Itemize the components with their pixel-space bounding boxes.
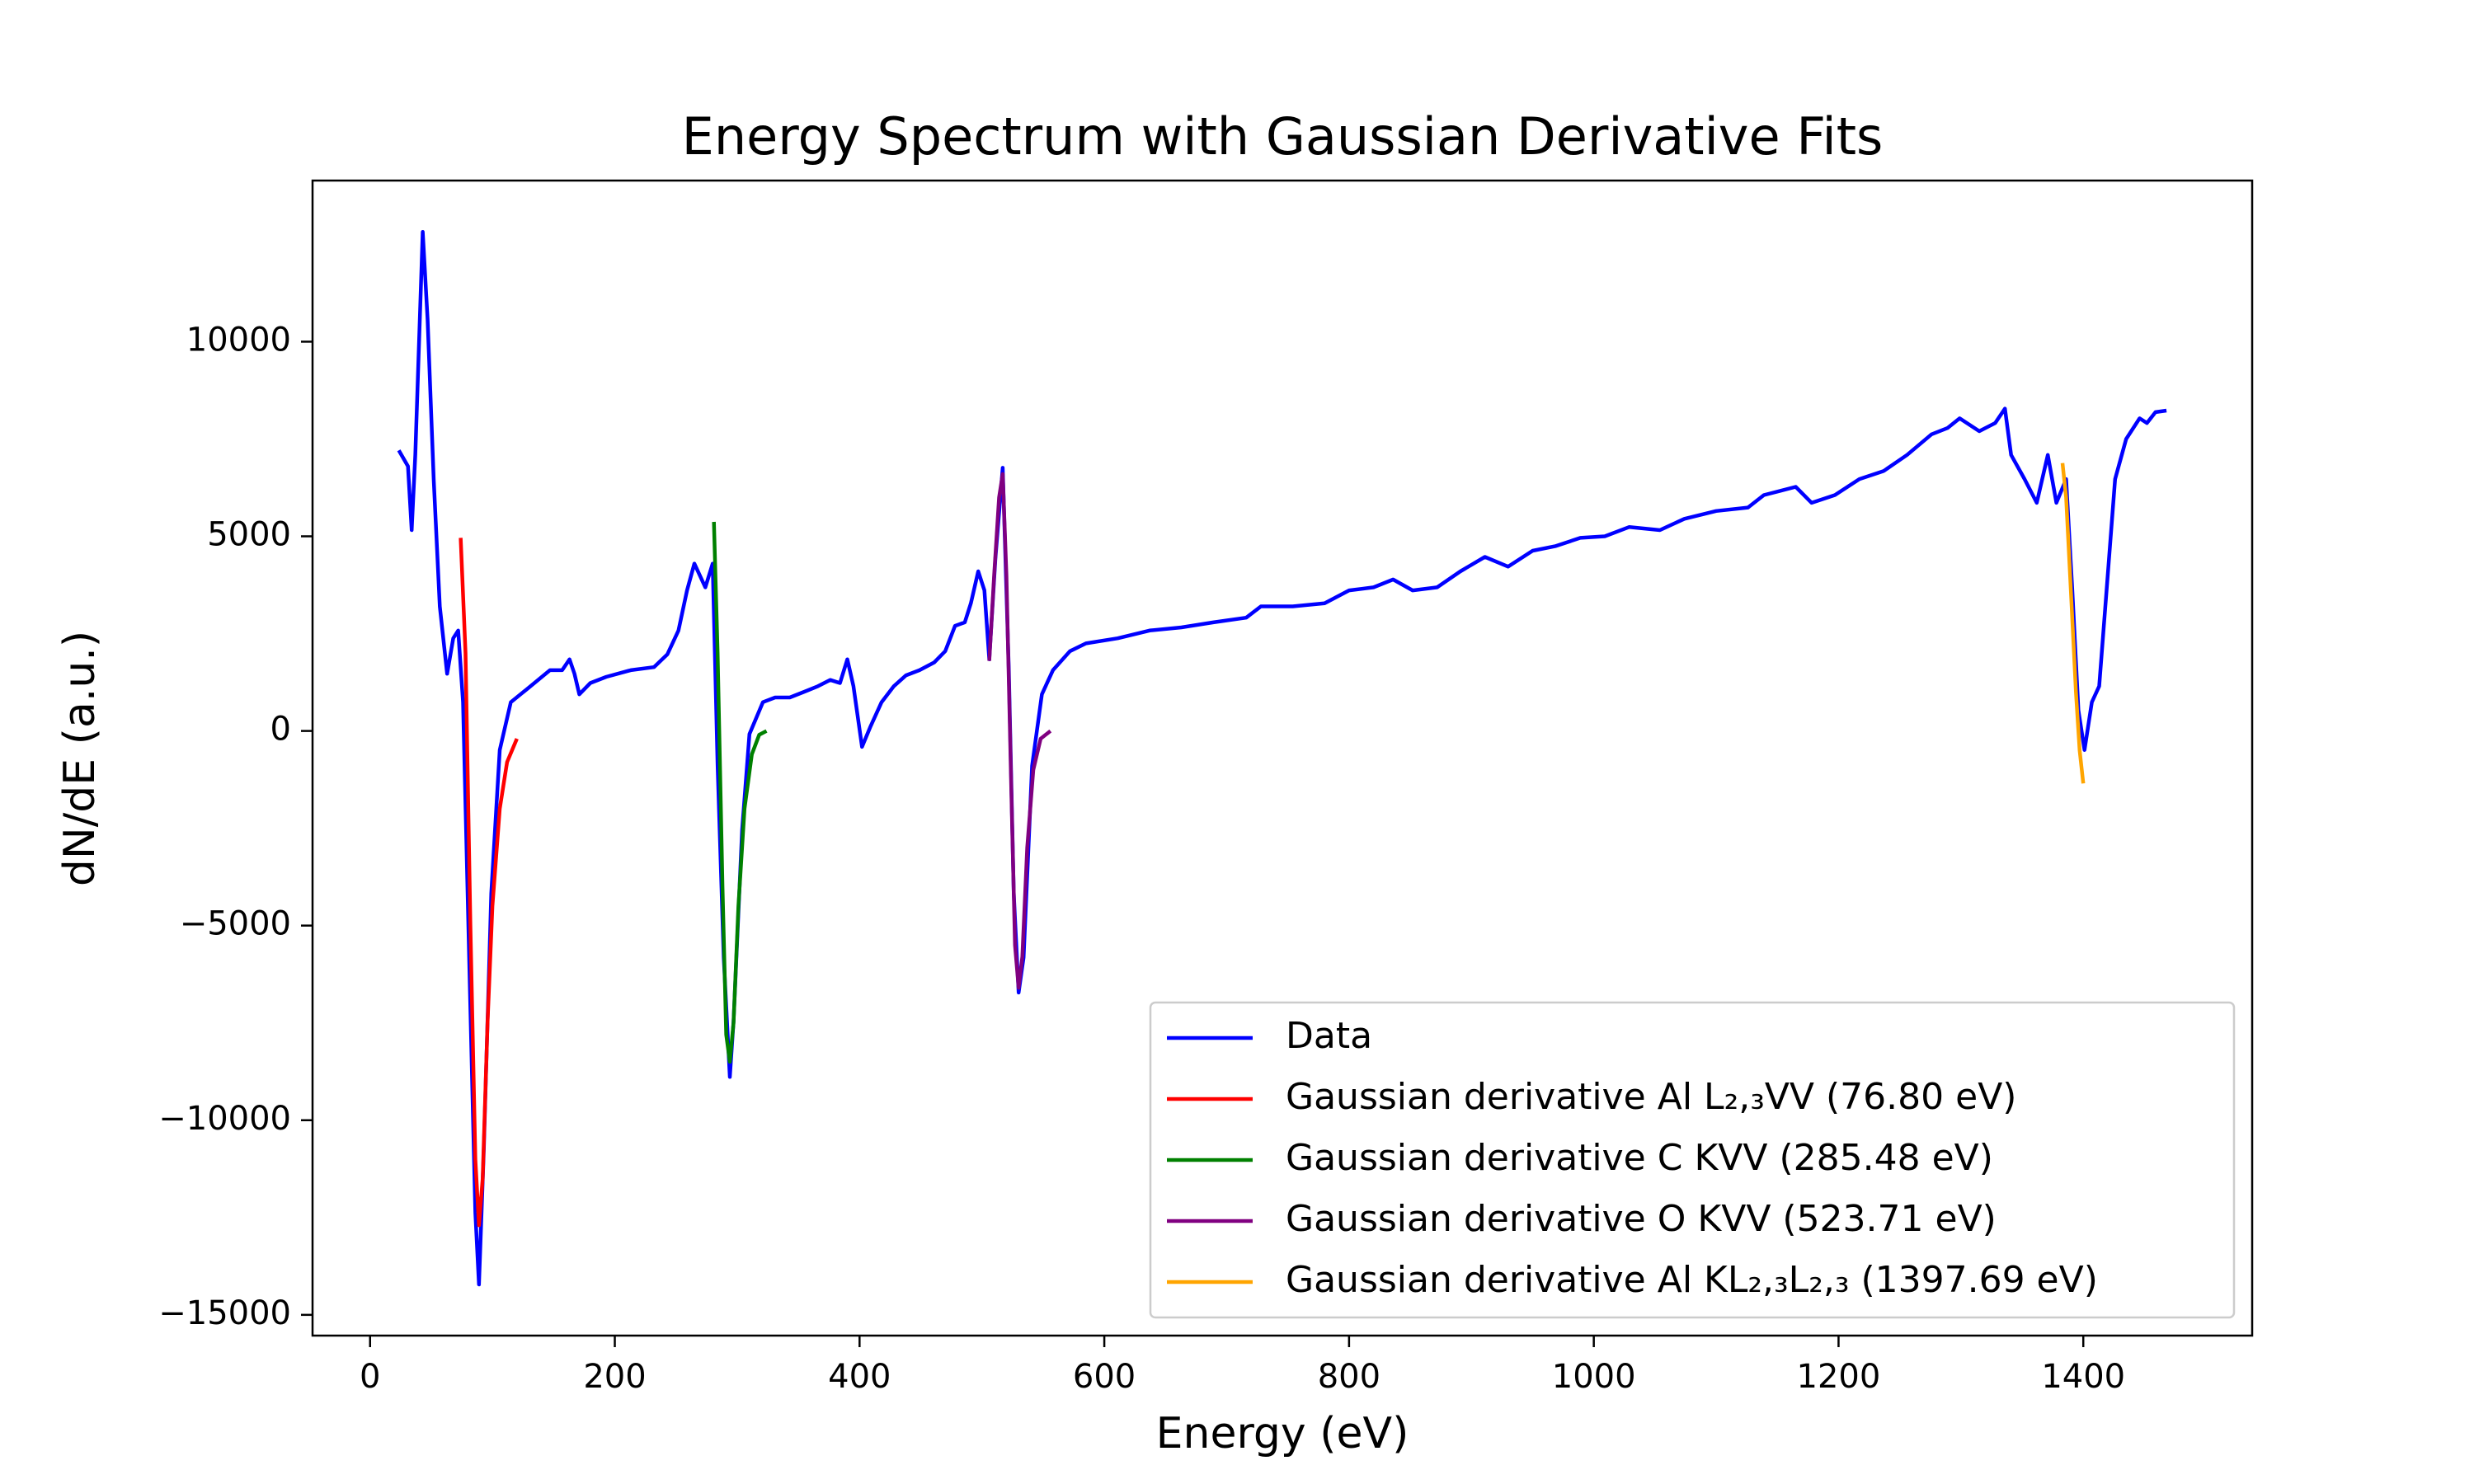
series-line [987, 472, 1052, 990]
x-tick-label: 200 [583, 1358, 646, 1396]
x-tick-label: 600 [1073, 1358, 1136, 1396]
legend-label: Gaussian derivative Al KL₂,₃L₂,₃ (1397.6… [1286, 1259, 2098, 1301]
y-tick-label: −5000 [180, 905, 291, 943]
y-tick-label: 10000 [186, 321, 291, 359]
legend-label: Gaussian derivative C KVV (285.48 eV) [1286, 1137, 1993, 1179]
x-tick-label: 800 [1318, 1358, 1380, 1396]
x-tick-label: 1400 [2041, 1358, 2125, 1396]
x-tick-label: 1200 [1797, 1358, 1881, 1396]
x-axis-label: Energy (eV) [1156, 1409, 1409, 1458]
x-tick-label: 400 [828, 1358, 891, 1396]
legend-box [1149, 1001, 2236, 1319]
x-tick-label: 0 [360, 1358, 380, 1396]
series-line [459, 538, 519, 1228]
chart-title: Energy Spectrum with Gaussian Derivative… [682, 106, 1884, 167]
legend-label: Gaussian derivative Al L₂,₃VV (76.80 eV) [1286, 1076, 2016, 1118]
y-tick-label: −15000 [158, 1294, 291, 1332]
series-line [712, 521, 768, 1064]
y-tick-label: −10000 [158, 1100, 291, 1138]
series-line [397, 230, 2167, 1287]
y-axis-label: dN/dE (a.u.) [55, 631, 105, 886]
y-tick-label: 5000 [207, 516, 291, 554]
legend-label: Data [1286, 1015, 1372, 1057]
x-tick-label: 1000 [1552, 1358, 1636, 1396]
legend-label: Gaussian derivative O KVV (523.71 eV) [1286, 1198, 1997, 1240]
plot-frame [311, 179, 2254, 1337]
y-tick-label: 0 [270, 711, 291, 749]
series-line [2060, 463, 2086, 784]
